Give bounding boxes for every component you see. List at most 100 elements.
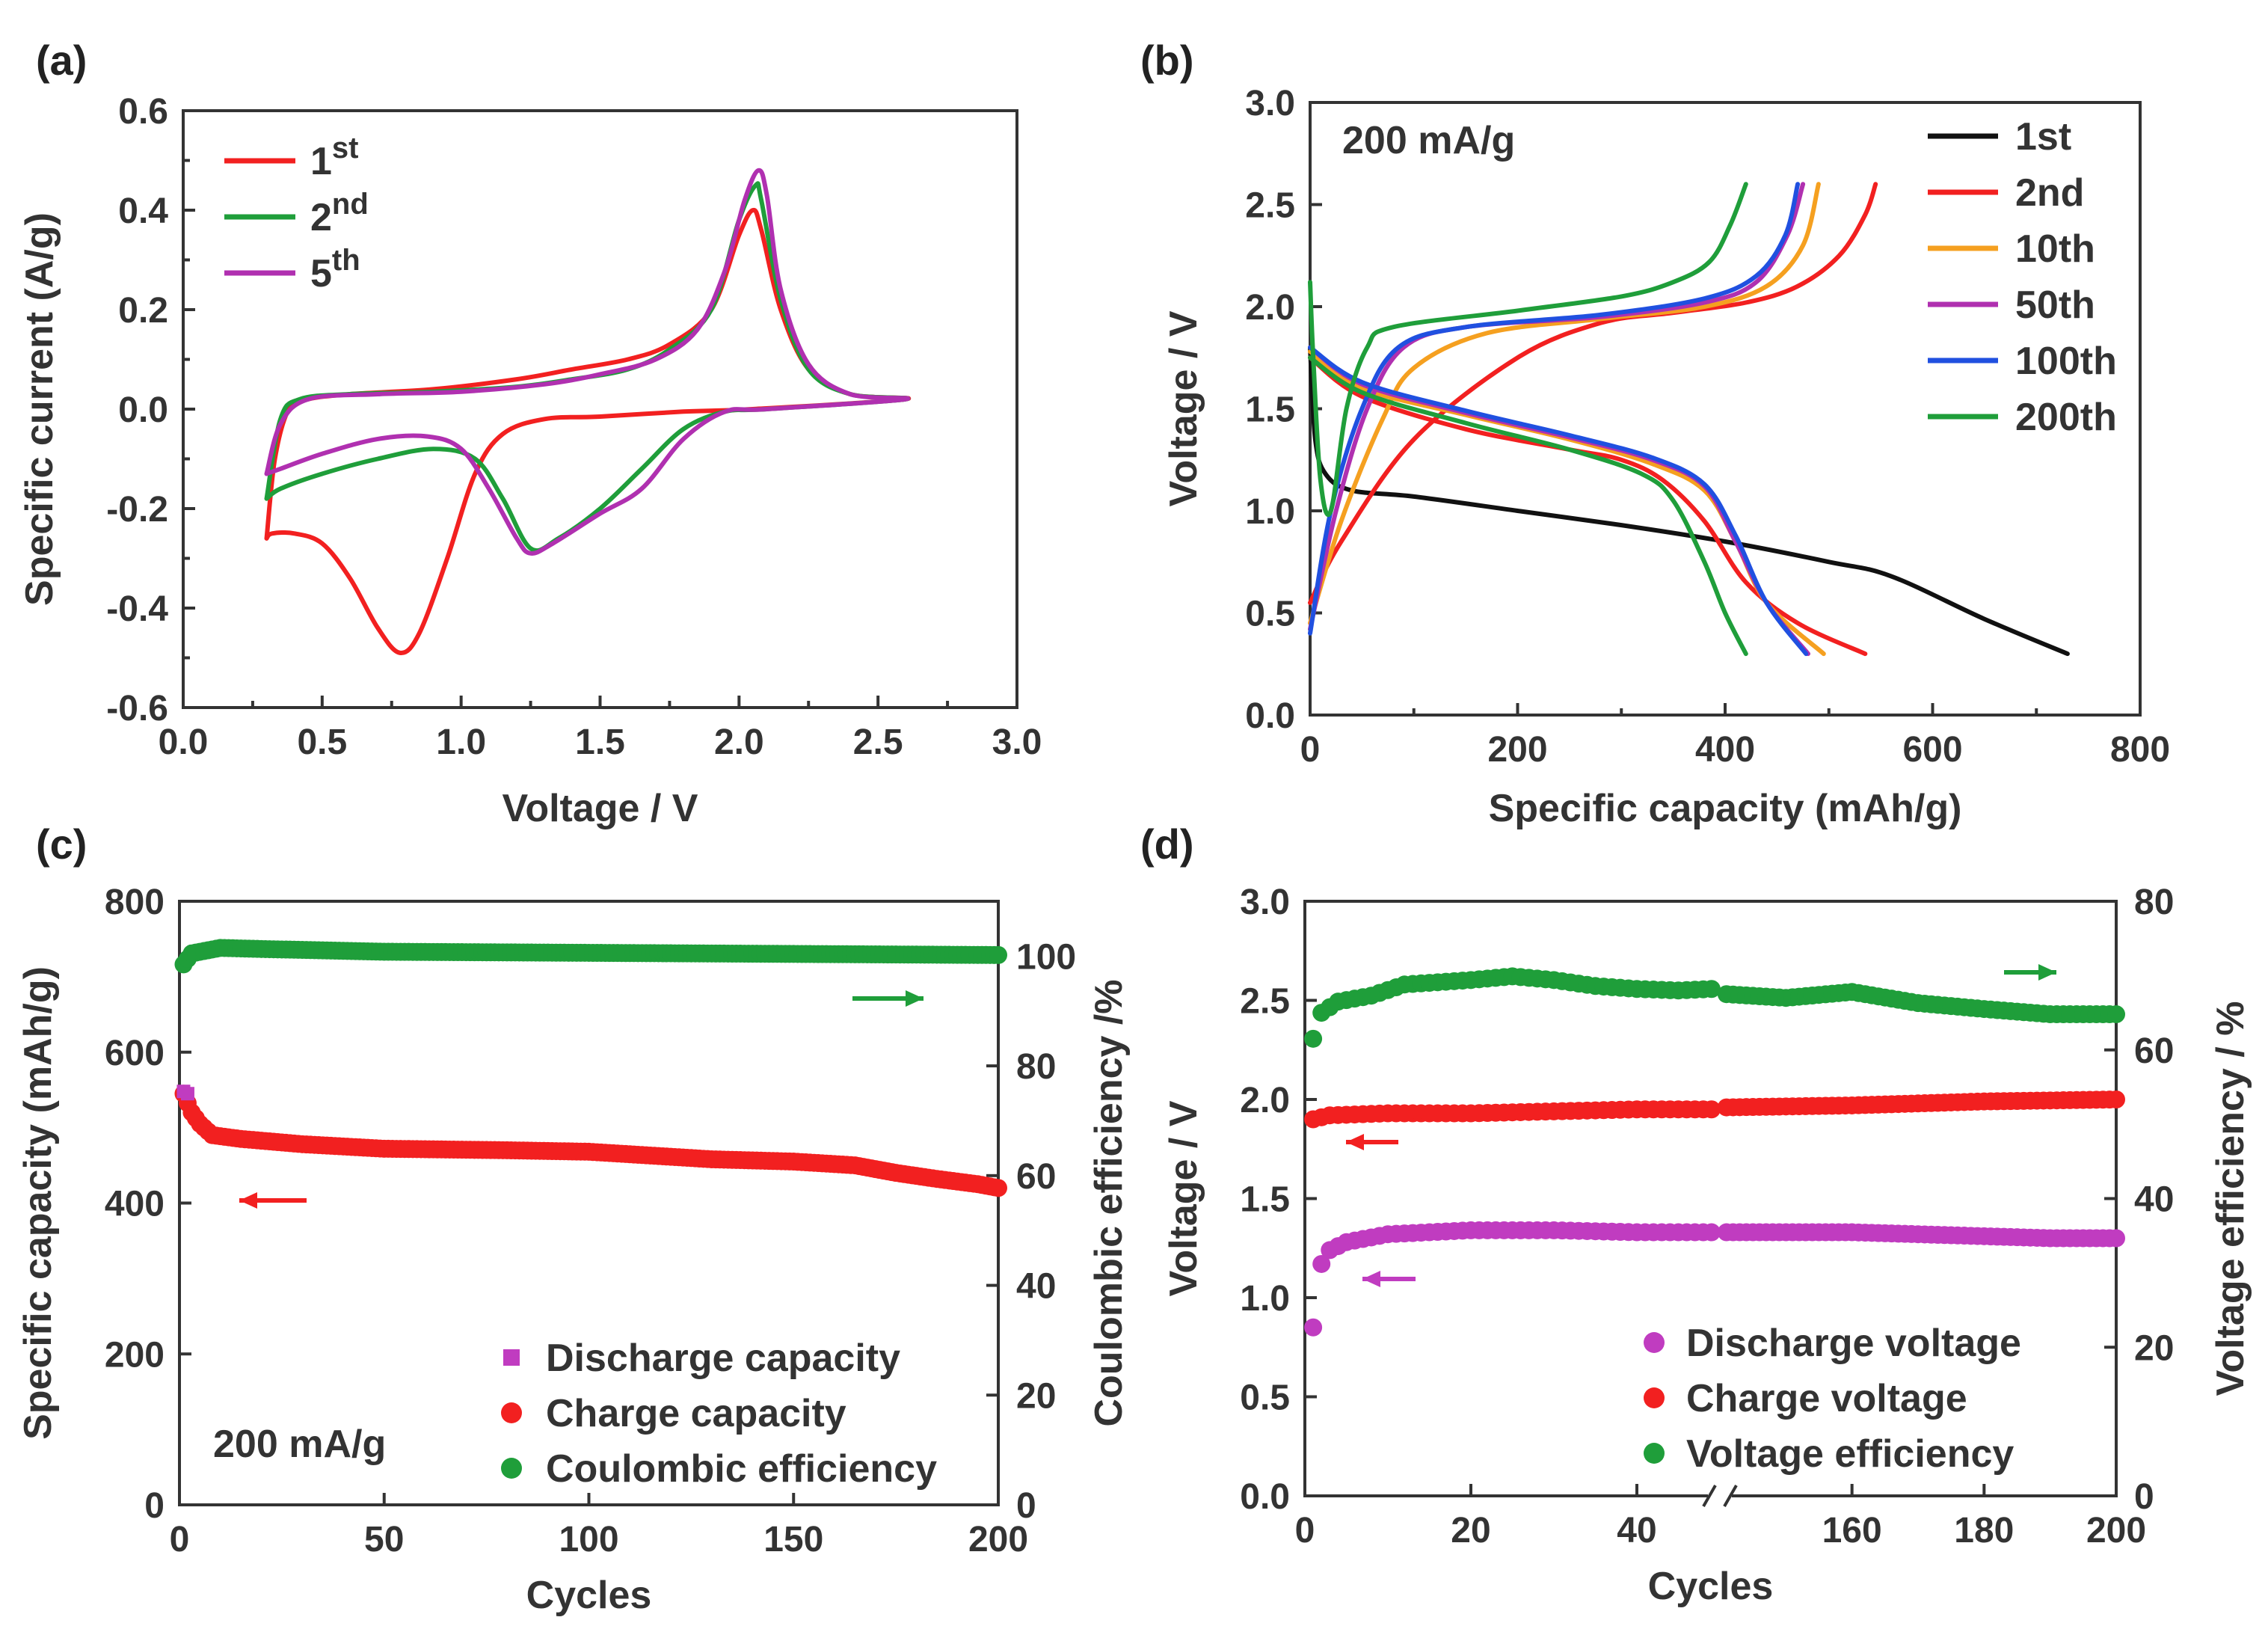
legend-label: Discharge voltage: [1686, 1322, 2021, 1365]
x-axis-label: Cycles: [1648, 1565, 1774, 1608]
y-tick-label: 1.5: [1240, 1180, 1290, 1220]
legend-marker: [501, 1402, 522, 1423]
legend-label: 5th: [310, 244, 360, 295]
x-tick-label: 600: [1902, 730, 1962, 770]
y-tick-label: 0.2: [118, 291, 168, 331]
x-tick-label: 40: [1617, 1511, 1656, 1550]
legend-label: 1st: [2015, 115, 2071, 159]
charge-capacity-point: [989, 1179, 1007, 1197]
y-right-tick-label: 60: [1016, 1157, 1056, 1197]
legend-marker: [503, 1349, 520, 1366]
legend-label: 2nd: [2015, 171, 2084, 215]
y-tick-label: 0.0: [118, 390, 168, 430]
x-tick-label: 800: [2110, 730, 2170, 770]
discharge-axis-arrow-head: [1362, 1271, 1380, 1287]
y-tick-label: -0.4: [106, 589, 168, 629]
panel-d: (d)0 20 40 160 180 2003.02.52.01.51.00.50.080…: [1140, 820, 2252, 1608]
legend-label: Charge voltage: [1686, 1377, 1967, 1420]
x-tick-label: 400: [1695, 730, 1755, 770]
y-right-tick-label: 80: [2134, 883, 2174, 922]
x-tick-label: 200: [1487, 730, 1547, 770]
panel-c: (c)0 50 100 150 2008006004002000100806040200…: [16, 820, 1131, 1617]
legend-label: 2nd: [310, 188, 369, 239]
panel-label: (c): [36, 820, 87, 868]
legend-marker: [1644, 1332, 1665, 1353]
legend-label: 10th: [2015, 227, 2095, 271]
x-tick-label: 2.5: [853, 723, 903, 762]
y-tick-label: 0.4: [118, 191, 168, 231]
panel-a: (a) 0.0 0.5 1.0 1.5 2.0 2.5 3.0 0.6 0.4 0.2 0.0 -0.2…: [18, 37, 1042, 830]
y-tick-label: 1.0: [1240, 1279, 1290, 1319]
x-tick-label: 100: [559, 1520, 618, 1559]
x-axis-label: Specific capacity (mAh/g): [1489, 787, 1962, 830]
y-axis-label: Voltage / V: [1162, 310, 1205, 506]
y-tick-label: 1.0: [1245, 492, 1295, 532]
voltage-point: [2107, 1229, 2125, 1248]
voltage-point: [1702, 1223, 1721, 1242]
legend-label: Voltage efficiency: [1686, 1432, 2014, 1476]
y-tick-label: 2.0: [1240, 1081, 1290, 1120]
y-tick-label: -0.2: [106, 490, 168, 530]
legend-label: 50th: [2015, 283, 2095, 327]
y-axis-label: Voltage / V: [1162, 1100, 1205, 1296]
legend-marker: [1644, 1387, 1665, 1408]
voltage-point: [1304, 1318, 1323, 1337]
y-tick-label: 0.5: [1245, 595, 1295, 634]
panel-b: (b) 0 200 400 600 800 3.0 2.5 2.0 1.5 1.0 0.5 0.0 Spe…: [1140, 37, 2170, 830]
charge-axis-arrow-head: [1346, 1134, 1364, 1150]
axis-break-mark: [1702, 1485, 1717, 1507]
voltage-point: [2107, 1090, 2125, 1108]
y-tick-label: 2.0: [1245, 288, 1295, 328]
y-right-axis-label: Coulombic efficiency /%: [1087, 979, 1131, 1426]
x-tick-label: 3.0: [992, 723, 1042, 762]
y-tick-label: 200: [105, 1335, 165, 1375]
legend-label: 1st: [310, 132, 359, 183]
y-tick-label: 0.5: [1240, 1378, 1290, 1418]
x-tick-label: 200: [968, 1520, 1028, 1559]
rate-annotation: 200 mA/g: [213, 1423, 386, 1466]
x-tick-label: 0: [1300, 730, 1321, 770]
y-right-tick-label: 80: [1016, 1047, 1056, 1087]
panel-label: (d): [1140, 820, 1194, 868]
x-tick-label: 200: [2086, 1511, 2146, 1550]
voltage-point: [1702, 1100, 1721, 1119]
legend-label: 200th: [2015, 396, 2117, 439]
legend-label: Charge capacity: [546, 1392, 846, 1435]
x-tick-label: 160: [1822, 1511, 1882, 1550]
discharge-curve-200th: [1308, 355, 1748, 657]
y-right-tick-label: 0: [2134, 1477, 2154, 1517]
x-tick-label: 20: [1451, 1511, 1490, 1550]
charge-curve-200th: [1308, 182, 1748, 518]
y-right-tick-label: 60: [2134, 1031, 2174, 1071]
cv-curve-5th: [264, 168, 911, 556]
discharge-curve-1st: [1308, 345, 2070, 657]
x-tick-label: 150: [763, 1520, 823, 1559]
voltage-point: [2107, 1005, 2125, 1024]
y-tick-label: -0.6: [106, 689, 168, 728]
y-tick-label: 2.5: [1245, 186, 1295, 226]
voltage-point: [1304, 1029, 1323, 1048]
y-tick-label: 600: [105, 1034, 165, 1073]
panel-label: (a): [36, 37, 87, 84]
x-tick-label: 180: [1954, 1511, 2014, 1550]
panel-label: (b): [1140, 37, 1194, 84]
voltage-point: [1702, 980, 1721, 998]
voltage-point: [1312, 1254, 1331, 1273]
y-tick-label: 2.5: [1240, 982, 1290, 1022]
x-tick-label: 0.5: [297, 723, 347, 762]
y-tick-label: 400: [105, 1185, 165, 1224]
y-right-tick-label: 20: [2134, 1328, 2174, 1368]
discharge-curve-100th: [1308, 345, 1809, 657]
x-tick-label: 1.0: [436, 723, 486, 762]
x-tick-label: 2.0: [714, 723, 764, 762]
legend-label: Coulombic efficiency: [546, 1447, 937, 1491]
charge-curve-10th: [1308, 182, 1821, 626]
x-axis-label: Cycles: [526, 1574, 652, 1617]
y-tick-label: 0.0: [1240, 1477, 1290, 1517]
discharge-capacity-point: [180, 1087, 194, 1101]
axis-break-gap: [1708, 1485, 1732, 1506]
x-tick-label: 0: [170, 1520, 190, 1559]
y-tick-label: 0: [144, 1486, 165, 1526]
